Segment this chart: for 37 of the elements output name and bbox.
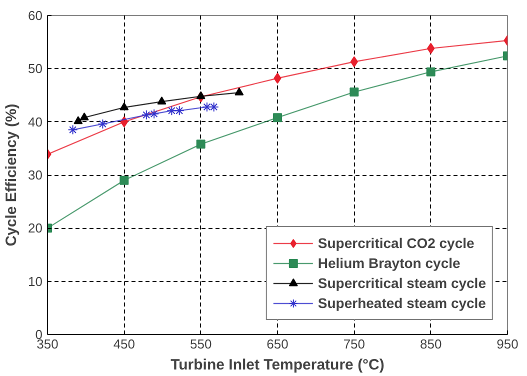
point — [426, 67, 436, 76]
point — [68, 124, 78, 135]
point — [74, 116, 83, 124]
point — [208, 102, 219, 112]
y-tick-label: 50 — [28, 61, 43, 76]
point — [166, 106, 177, 116]
point — [98, 118, 108, 129]
point — [80, 112, 89, 120]
y-tick-label: 40 — [28, 114, 43, 130]
legend-label: Supercritical CO2 cycle — [318, 234, 474, 252]
legend-label: Helium Brayton cycle — [318, 254, 460, 272]
legend-label: Supercritical steam cycle — [318, 274, 486, 292]
x-tick-label: 450 — [113, 336, 136, 352]
point — [196, 91, 206, 100]
point — [149, 108, 160, 119]
x-tick-label: 950 — [496, 336, 518, 352]
point — [141, 110, 152, 120]
y-tick-label: 60 — [28, 8, 43, 23]
point — [174, 106, 184, 116]
y-axis-title: Cycle Efficiency (%) — [3, 104, 20, 246]
x-tick-label: 650 — [266, 336, 288, 352]
point — [196, 140, 206, 149]
y-tick-label: 20 — [28, 220, 43, 236]
point — [157, 96, 166, 104]
legend-label: Superheated steam cycle — [318, 294, 486, 312]
x-tick-label: 750 — [343, 336, 366, 352]
x-axis-title: Turbine Inlet Temperature (°C) — [170, 356, 384, 374]
point — [350, 88, 359, 97]
x-tick-label: 550 — [190, 336, 212, 352]
y-tick-label: 30 — [28, 168, 43, 182]
point — [120, 102, 129, 110]
point — [234, 87, 244, 96]
point — [202, 102, 212, 112]
x-tick-label: 850 — [420, 336, 442, 352]
point — [120, 176, 129, 185]
y-tick-label: 10 — [28, 274, 43, 289]
point — [273, 113, 282, 122]
